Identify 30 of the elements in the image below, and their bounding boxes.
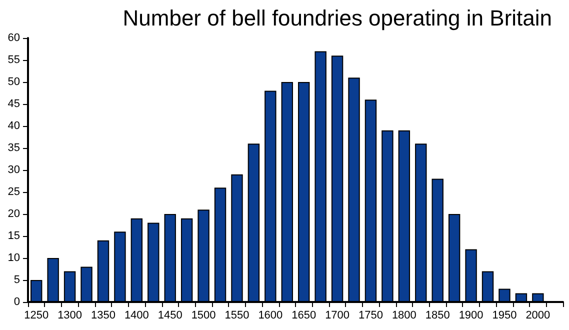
chart-title: Number of bell foundries operating in Britain: [122, 6, 552, 30]
y-tick-label: 25: [8, 186, 20, 198]
x-tick-label: 2000: [526, 310, 550, 322]
x-tick-label: 1400: [124, 310, 149, 322]
x-tick-label: 1600: [258, 310, 283, 322]
y-tick-label: 0: [14, 296, 20, 308]
y-tick-label: 60: [8, 32, 20, 44]
x-tick-label: 1550: [224, 310, 250, 322]
x-tick-label: 1700: [325, 310, 350, 322]
x-tick-label: 1500: [191, 310, 216, 322]
x-tick-label: 1750: [358, 310, 383, 322]
x-tick-label: 1250: [24, 310, 49, 322]
y-tick-label: 35: [8, 142, 20, 154]
x-tick-label: 1350: [90, 310, 116, 322]
y-tick-label: 5: [14, 274, 20, 286]
y-tick-label: 40: [8, 120, 20, 132]
x-tick-label: 1950: [492, 310, 517, 322]
x-tick-label: 1800: [392, 310, 416, 322]
y-tick-label: 45: [8, 98, 20, 110]
x-tick-label: 1850: [425, 310, 450, 322]
y-tick-label: 10: [8, 252, 20, 264]
y-tick-label: 30: [8, 164, 20, 176]
y-tick-label: 15: [8, 230, 20, 242]
y-tick-label: 50: [8, 76, 20, 88]
x-tick-label: 1650: [292, 310, 316, 322]
x-tick-label: 1300: [58, 310, 82, 322]
x-tick-label: 1900: [458, 310, 484, 322]
y-tick-label: 55: [8, 54, 20, 66]
x-tick-label: 1450: [158, 310, 182, 322]
y-tick-label: 20: [8, 208, 20, 220]
